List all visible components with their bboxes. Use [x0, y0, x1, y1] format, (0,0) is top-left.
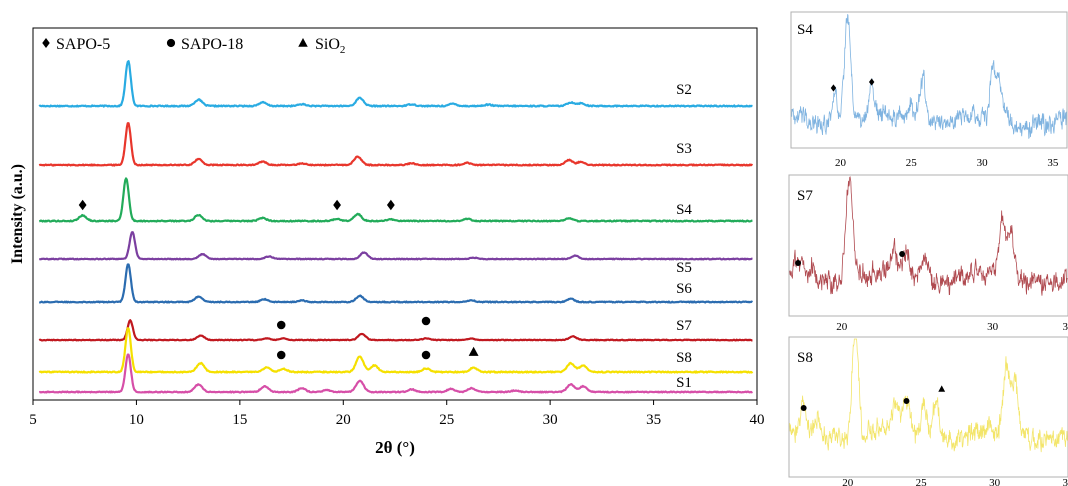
inset-x-tick-label: 30 — [989, 477, 1001, 486]
inset-line-s7 — [789, 176, 1068, 296]
x-axis-title: 2θ (°) — [375, 438, 415, 457]
x-tick-label: 30 — [543, 412, 558, 428]
legend-marker-diamond — [42, 38, 50, 48]
inset-x-tick-label: 35 — [1063, 321, 1068, 333]
inset-line-s8 — [789, 338, 1068, 453]
series-label-s2: S2 — [676, 82, 692, 98]
inset-s7: S7 20 30 35 — [788, 174, 1068, 333]
legend-marker-circle — [166, 38, 176, 48]
inset-x-tick-label: 30 — [977, 157, 989, 169]
inset-x-tick-label: 35 — [1063, 477, 1068, 486]
inset-s4-annotation-diamond-1 — [868, 78, 875, 86]
legend-label-1: SAPO-18 — [181, 36, 243, 53]
x-tick-label: 40 — [750, 412, 765, 428]
x-tick-label: 25 — [439, 412, 454, 428]
annotation-triangle-s8-7 — [468, 346, 479, 356]
inset-s8-annotation-circle-1 — [903, 398, 910, 404]
x-tick-label: 20 — [336, 412, 351, 428]
legend-label-0: SAPO-5 — [56, 36, 110, 53]
inset-s8: S8 20 25 30 35 — [788, 336, 1068, 486]
main-annotation-group — [78, 199, 479, 360]
annotation-circle-s8-6 — [421, 350, 431, 360]
main-x-ticks: 5 10 15 20 25 30 35 40 — [29, 400, 765, 428]
x-tick-label: 15 — [232, 412, 247, 428]
series-line-s1 — [38, 353, 753, 394]
series-line-s4 — [38, 177, 753, 223]
inset-s7-annotation-circle-1 — [899, 251, 906, 257]
series-line-s7 — [38, 319, 753, 342]
x-tick-label: 35 — [646, 412, 661, 428]
series-label-s4: S4 — [676, 202, 692, 218]
inset-title-s7: S7 — [797, 188, 813, 204]
inset-s4-annotation-diamond-0 — [830, 84, 837, 92]
inset-line-s4 — [791, 13, 1067, 139]
main-plot-frame — [32, 27, 758, 401]
inset-title-s8: S8 — [797, 350, 813, 366]
annotation-diamond-s4-1 — [333, 199, 341, 211]
inset-x-tick-label: 20 — [836, 321, 848, 333]
series-line-s5 — [38, 231, 753, 261]
annotation-diamond-s4-0 — [78, 199, 87, 211]
series-label-s1: S1 — [676, 375, 692, 391]
series-label-s5: S5 — [676, 260, 692, 276]
inset-s8-annotation-circle-0 — [800, 405, 807, 411]
inset-s7-annotation-circle-0 — [795, 260, 802, 266]
inset-x-tick-label: 25 — [916, 477, 928, 486]
annotation-circle-s7-3 — [276, 320, 286, 330]
inset-x-tick-label: 35 — [1047, 157, 1059, 169]
series-label-s6: S6 — [676, 281, 692, 297]
annotation-diamond-s4-2 — [386, 199, 395, 211]
series-label-s3: S3 — [676, 141, 692, 157]
inset-title-s4: S4 — [797, 22, 813, 38]
inset-x-tick-label: 30 — [987, 321, 999, 333]
annotation-circle-s7-4 — [421, 316, 431, 326]
inset-s8-frame — [788, 336, 1068, 478]
main-sample-labels: S2 S3 S4 S5 S6 S7 S8 S1 — [676, 82, 692, 391]
series-line-s2 — [38, 60, 753, 108]
legend-marker-triangle — [298, 38, 308, 47]
inset-s7-frame — [788, 174, 1068, 317]
main-legend: SAPO-5 SAPO-18 SiO2 — [42, 36, 345, 56]
inset-s4-frame — [790, 11, 1068, 149]
inset-x-tick-label: 25 — [906, 157, 918, 169]
x-tick-label: 5 — [29, 412, 37, 428]
inset-x-tick-label: 20 — [835, 157, 847, 169]
main-series-group — [38, 60, 754, 394]
x-tick-label: 10 — [129, 412, 144, 428]
series-line-s6 — [38, 263, 754, 304]
series-label-s7: S7 — [676, 318, 692, 334]
inset-s4: S4 20 25 30 35 — [790, 11, 1068, 169]
inset-s8-annotation-triangle-2 — [938, 385, 946, 392]
inset-x-tick-label: 20 — [842, 477, 854, 486]
y-axis-title: Intensity (a.u.) — [9, 164, 26, 264]
series-line-s3 — [38, 122, 754, 167]
series-label-s8: S8 — [676, 350, 692, 366]
legend-label-2: SiO2 — [315, 36, 345, 56]
annotation-circle-s8-5 — [276, 350, 286, 360]
series-line-s8 — [38, 327, 754, 374]
